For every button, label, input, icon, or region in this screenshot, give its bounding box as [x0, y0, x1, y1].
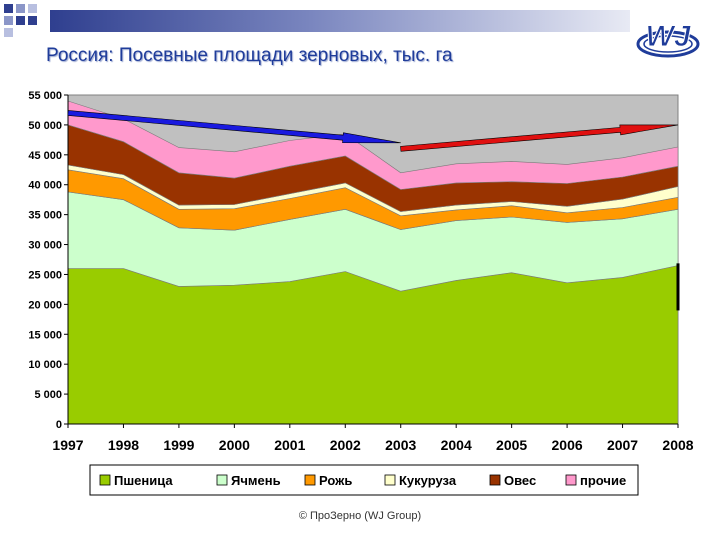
legend-swatch: [99, 474, 111, 486]
y-tick-label: 50 000: [28, 120, 62, 132]
header-decoration-bar: [50, 10, 630, 32]
x-tick-label: 2001: [274, 437, 305, 453]
decor-square: [28, 4, 37, 13]
y-tick-label: 15 000: [28, 329, 62, 341]
x-tick-label: 2003: [385, 437, 416, 453]
legend-label: Овес: [504, 473, 536, 488]
legend-swatch: [216, 474, 228, 486]
x-tick-label: 2008: [662, 437, 693, 453]
series-area-1: [67, 265, 679, 425]
legend-swatch: [384, 474, 396, 486]
x-tick-label: 2004: [441, 437, 472, 453]
x-tick-label: 1998: [108, 437, 139, 453]
legend-swatch: [304, 474, 316, 486]
y-tick-label: 30 000: [28, 240, 62, 252]
stacked-area-chart: 0 5 000 10 000 15 000 20 000 25 000 30 000 35 0…: [28, 90, 694, 496]
legend-label: Кукуруза: [399, 473, 457, 488]
series-area-6: [67, 100, 679, 190]
y-tick-label: 10 000: [28, 359, 62, 371]
decor-square: [4, 16, 13, 25]
x-tick-label: 1997: [52, 437, 83, 453]
legend-label: Пшеница: [114, 473, 173, 488]
chart-container: 0 5 000 10 000 15 000 20 000 25 000 30 000 35 0…: [10, 85, 705, 505]
decor-square: [4, 4, 13, 13]
y-tick-label: 40 000: [28, 180, 62, 192]
y-tick-label: 25 000: [28, 269, 62, 281]
decor-square: [16, 16, 25, 25]
x-tick-label: 2000: [219, 437, 250, 453]
logo-text: WJ: [646, 20, 692, 53]
wj-group-logo-icon: WJ: [632, 14, 704, 66]
y-tick-label: 45 000: [28, 150, 62, 162]
x-tick-label: 2005: [496, 437, 527, 453]
legend-label: Ячмень: [231, 473, 281, 488]
x-tick-label: 2006: [552, 437, 583, 453]
x-tick-label: 1999: [163, 437, 194, 453]
y-tick-label: 55 000: [28, 90, 62, 102]
decor-square: [4, 28, 13, 37]
y-tick-label: 20 000: [28, 299, 62, 311]
trend-arrow-down-icon: [67, 110, 401, 144]
y-tick-label: 5 000: [34, 389, 62, 401]
legend-label: прочие: [580, 473, 626, 488]
legend-label: Рожь: [319, 473, 352, 488]
page-title: Россия: Посевные площади зерновых, тыс. …: [46, 45, 453, 66]
decor-square: [28, 16, 37, 25]
legend-box: [89, 464, 639, 496]
legend-swatch: [565, 474, 577, 486]
decor-square: [16, 4, 25, 13]
trend-arrow-up-icon: [400, 124, 679, 152]
legend-swatch: [489, 474, 501, 486]
y-tick-label: 0: [56, 419, 62, 431]
y-tick-label: 35 000: [28, 210, 62, 222]
x-tick-label: 2002: [330, 437, 361, 453]
copyright-text: © ПроЗерно (WJ Group): [298, 510, 422, 522]
x-tick-label: 2007: [607, 437, 638, 453]
